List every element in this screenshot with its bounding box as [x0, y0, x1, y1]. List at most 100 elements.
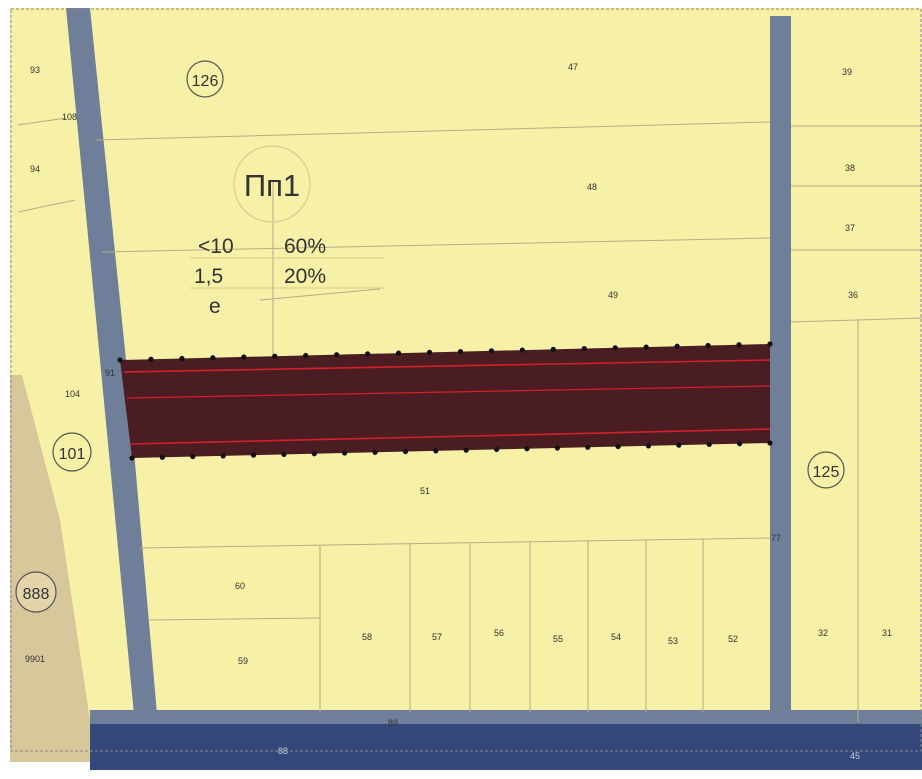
parcel-55: 55 — [553, 634, 563, 644]
block-888-label: 888 — [23, 586, 50, 603]
corridor-bottom-vertex — [190, 453, 196, 460]
block-888-circle — [15, 571, 57, 613]
forest-area — [10, 375, 90, 762]
block-125-label: 125 — [813, 464, 840, 481]
corridor-top-vertex — [148, 356, 154, 362]
main-road — [90, 724, 922, 770]
corridor-bottom-vertex — [402, 448, 409, 455]
parcel-94: 94 — [30, 164, 40, 174]
parcel-54: 54 — [611, 632, 621, 642]
corridor-bottom-vertex — [493, 446, 500, 453]
zone-code: Пп1 — [244, 168, 300, 203]
map-frame — [10, 8, 922, 752]
parcel-59: 59 — [238, 656, 248, 666]
parcel-36: 36 — [848, 290, 858, 300]
corridor-bottom-vertex — [463, 447, 469, 453]
zone-row-1-right: 60% — [284, 235, 326, 258]
corridor-top-vertex — [550, 346, 556, 352]
corridor-top-vertex — [643, 344, 649, 350]
corridor-vertices — [117, 341, 773, 461]
block-101-label: 101 — [59, 446, 86, 463]
corridor-bottom-vertex — [615, 443, 621, 450]
corridor-bottom-vertex — [433, 448, 439, 454]
parcel-88: 88 — [278, 746, 288, 756]
corridor-top-vertex — [117, 357, 123, 363]
parcel-51: 51 — [420, 486, 430, 496]
corridor-bottom-vertex — [220, 453, 226, 459]
corridor-bottom-vertex — [281, 451, 287, 458]
corridor-top-vertex — [179, 355, 185, 362]
block-126-circle — [186, 60, 224, 98]
corridor-top-vertex — [612, 345, 618, 351]
corridor-bottom-vertex — [645, 443, 652, 449]
zone-row-2-right: 20% — [284, 265, 326, 288]
parcel-37: 37 — [845, 223, 855, 233]
corridor-top-vertex — [488, 348, 495, 354]
corridor-top-vertex — [272, 353, 278, 359]
south-street — [90, 710, 922, 726]
corridor-top-vertex — [303, 352, 309, 359]
parcel-56: 56 — [494, 628, 504, 638]
parcel-boundaries — [17, 117, 922, 722]
parcel-89: 89 — [388, 718, 398, 728]
parcel-58: 58 — [362, 632, 372, 642]
corridor-bottom-vertex — [342, 450, 348, 456]
parcel-93: 93 — [30, 65, 40, 75]
parcel-9901: 9901 — [25, 654, 45, 664]
parcel-45: 45 — [850, 751, 860, 761]
corridor-top-vertex — [519, 347, 525, 353]
corridor-bottom-vertex — [524, 446, 530, 452]
parcel-60: 60 — [235, 581, 245, 591]
west-street — [66, 8, 158, 725]
corridor-bottom-vertex — [129, 455, 135, 461]
parcel-47: 47 — [568, 62, 578, 72]
corridor-top-vertex — [736, 342, 742, 348]
corridor-top-vertex — [705, 342, 711, 349]
corridor-top-vertex — [365, 351, 371, 357]
parcel-104: 104 — [65, 389, 80, 399]
corridor-top-vertex — [395, 350, 402, 356]
highlighted-corridor — [120, 344, 770, 458]
parcel-49: 49 — [608, 290, 618, 300]
corridor-top-vertex — [426, 349, 433, 355]
corridor-bottom-vertex — [706, 441, 712, 448]
parcel-31: 31 — [882, 628, 892, 638]
parcel-77: 77 — [771, 533, 781, 543]
corridor-line-top — [123, 359, 771, 373]
zone-row-2-left: 1,5 — [194, 265, 223, 288]
zone-circle — [233, 145, 311, 223]
corridor-top-vertex — [334, 352, 340, 358]
corridor-bottom-vertex — [676, 442, 682, 448]
zone-row-1-left: <10 — [198, 235, 234, 258]
corridor-top-vertex — [241, 354, 247, 360]
corridor-line-bottom — [129, 428, 771, 445]
corridor-top-vertex — [674, 343, 680, 349]
corridor-bottom-vertex — [737, 441, 743, 447]
block-126-label: 126 — [192, 73, 219, 90]
parcel-108: 108 — [62, 112, 77, 122]
zone-row-3-left: e — [209, 295, 221, 318]
corridor-bottom-vertex — [250, 452, 257, 458]
parcel-52: 52 — [728, 634, 738, 644]
corridor-bottom-vertex — [767, 440, 773, 446]
parcel-39: 39 — [842, 67, 852, 77]
parcel-32: 32 — [818, 628, 828, 638]
corridor-bottom-vertex — [585, 444, 591, 450]
corridor-top-vertex — [767, 341, 773, 347]
corridor-top-vertex — [457, 349, 464, 355]
corridor-bottom-vertex — [554, 445, 560, 451]
corridor-line-middle — [126, 385, 771, 399]
parcel-53: 53 — [668, 636, 678, 646]
central-street — [770, 16, 791, 722]
block-125-circle — [807, 451, 845, 489]
block-101-circle — [52, 432, 92, 472]
parcel-38: 38 — [845, 163, 855, 173]
parcel-48: 48 — [587, 182, 597, 192]
corridor-bottom-vertex — [372, 449, 378, 455]
parcel-91: 91 — [105, 368, 115, 378]
corridor-bottom-vertex — [159, 454, 165, 460]
parcel-number-labels: 93 94 108 104 91 9901 47 48 49 51 60 59 … — [25, 62, 892, 761]
corridor-top-vertex — [210, 355, 216, 361]
